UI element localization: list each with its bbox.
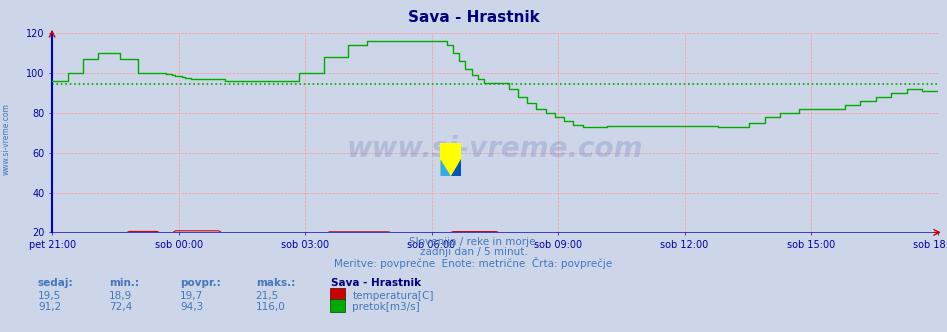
Bar — [440, 143, 461, 159]
Polygon shape — [451, 159, 461, 176]
Text: 19,5: 19,5 — [38, 291, 62, 301]
Bar — [440, 143, 451, 176]
Polygon shape — [440, 143, 461, 176]
Text: 18,9: 18,9 — [109, 291, 133, 301]
Text: zadnji dan / 5 minut.: zadnji dan / 5 minut. — [420, 247, 527, 257]
Text: 21,5: 21,5 — [256, 291, 279, 301]
Text: min.:: min.: — [109, 278, 139, 288]
Text: temperatura[C]: temperatura[C] — [352, 291, 434, 301]
Text: Sava - Hrastnik: Sava - Hrastnik — [331, 278, 421, 288]
Text: maks.:: maks.: — [256, 278, 295, 288]
Text: 72,4: 72,4 — [109, 302, 133, 312]
Text: sedaj:: sedaj: — [38, 278, 74, 288]
Bar — [451, 143, 461, 176]
Text: Sava - Hrastnik: Sava - Hrastnik — [407, 10, 540, 25]
Text: 116,0: 116,0 — [256, 302, 285, 312]
Text: 19,7: 19,7 — [180, 291, 204, 301]
Text: pretok[m3/s]: pretok[m3/s] — [352, 302, 420, 312]
Text: Meritve: povprečne  Enote: metrične  Črta: povprečje: Meritve: povprečne Enote: metrične Črta:… — [334, 257, 613, 269]
Text: 94,3: 94,3 — [180, 302, 204, 312]
Text: www.si-vreme.com: www.si-vreme.com — [1, 104, 10, 175]
Text: 91,2: 91,2 — [38, 302, 62, 312]
Polygon shape — [440, 159, 451, 176]
Text: povpr.:: povpr.: — [180, 278, 221, 288]
Text: Slovenija / reke in morje.: Slovenija / reke in morje. — [408, 237, 539, 247]
Text: www.si-vreme.com: www.si-vreme.com — [347, 135, 643, 163]
